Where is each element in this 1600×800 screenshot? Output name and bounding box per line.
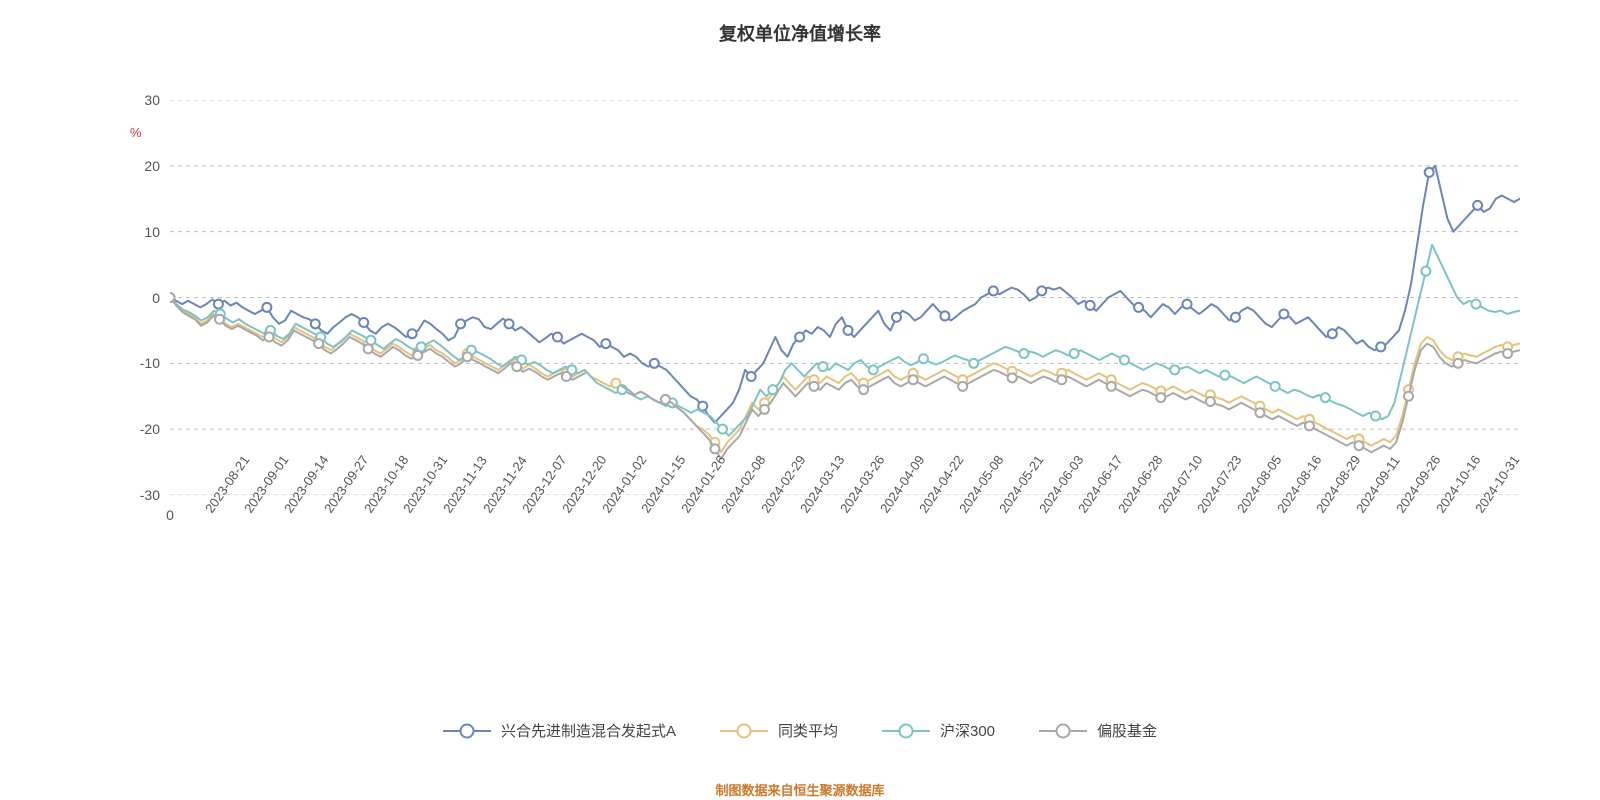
x-zero-label: 0	[166, 507, 174, 523]
chart-container: 复权单位净值增长率 % -30-20-10010203002023-08-212…	[0, 0, 1600, 800]
y-tick-label: -30	[140, 487, 170, 503]
legend-label: 兴合先进制造混合发起式A	[501, 720, 676, 741]
legend-item: 偏股基金	[1039, 720, 1157, 741]
y-tick-label: 10	[144, 224, 170, 240]
data-source-note: 制图数据来自恒生聚源数据库	[0, 780, 1600, 799]
y-axis-unit-label: %	[130, 125, 142, 140]
chart-svg	[170, 100, 1520, 495]
legend-item: 沪深300	[882, 720, 995, 741]
legend-label: 同类平均	[778, 720, 838, 741]
legend: 兴合先进制造混合发起式A 同类平均 沪深300 偏股基金	[0, 720, 1600, 741]
y-tick-label: 30	[144, 92, 170, 108]
legend-label: 沪深300	[940, 720, 995, 741]
legend-swatch	[882, 723, 930, 739]
plot-area: -30-20-10010203002023-08-212023-09-01202…	[170, 100, 1520, 495]
legend-label: 偏股基金	[1097, 720, 1157, 741]
chart-title: 复权单位净值增长率	[0, 20, 1600, 46]
legend-item: 兴合先进制造混合发起式A	[443, 720, 676, 741]
y-tick-label: -10	[140, 355, 170, 371]
legend-swatch	[443, 723, 491, 739]
y-tick-label: -20	[140, 421, 170, 437]
legend-item: 同类平均	[720, 720, 838, 741]
legend-swatch	[720, 723, 768, 739]
y-tick-label: 0	[152, 290, 170, 306]
y-tick-label: 20	[144, 158, 170, 174]
legend-swatch	[1039, 723, 1087, 739]
